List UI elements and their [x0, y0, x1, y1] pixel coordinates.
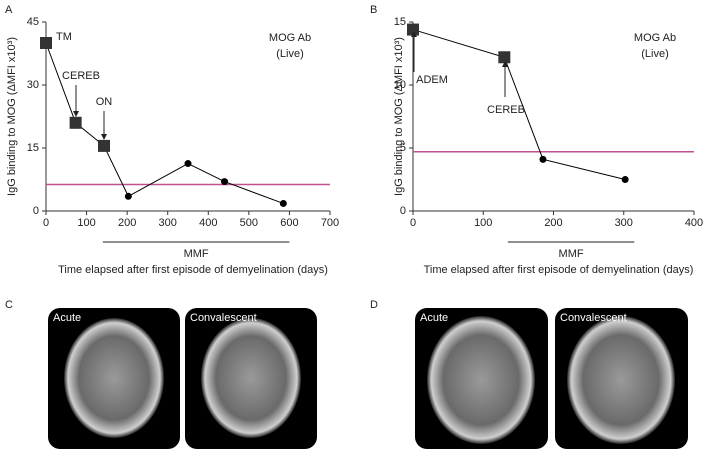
square-marker	[407, 23, 419, 36]
circle-marker	[539, 155, 547, 163]
mri-brain	[567, 316, 675, 444]
square-marker	[98, 139, 111, 152]
panel-label: C	[5, 299, 13, 311]
panel-label: A	[5, 4, 13, 16]
chart-label: MOG Ab	[269, 32, 311, 44]
annotation: ON	[96, 96, 113, 108]
y-tick-label: 0	[33, 205, 39, 217]
x-tick-label: 600	[280, 217, 298, 229]
y-tick-label: 0	[400, 205, 406, 217]
annotation: TM	[56, 31, 72, 43]
y-tick-label: 15	[394, 16, 406, 28]
x-tick-label: 400	[199, 217, 217, 229]
circle-marker	[621, 176, 629, 183]
x-tick-label: 100	[474, 217, 492, 229]
circle-marker	[279, 199, 287, 207]
treatment-label: MMF	[559, 248, 584, 260]
circle-marker	[221, 178, 229, 186]
mri-brain	[427, 316, 535, 444]
mri-brain	[201, 318, 301, 438]
annotation: CEREB	[62, 70, 100, 82]
image-caption: Acute	[53, 312, 81, 324]
mri-brain	[64, 318, 164, 438]
data-line	[412, 29, 626, 180]
x-tick-label: 200	[544, 217, 562, 229]
annotation: ADEM	[416, 74, 448, 86]
y-tick-label: 10	[394, 79, 406, 91]
x-axis-label: Time elapsed after first episode of demy…	[424, 264, 694, 276]
y-tick-label: 15	[27, 142, 39, 154]
y-tick-label: 45	[27, 16, 39, 28]
x-tick-label: 100	[77, 217, 95, 229]
chart-label: (Live)	[276, 48, 304, 60]
x-tick-label: 400	[685, 217, 703, 229]
x-tick-label: 500	[240, 217, 258, 229]
panel-label: D	[370, 299, 378, 311]
circle-marker	[124, 192, 132, 200]
chart-label: (Live)	[641, 48, 669, 60]
x-tick-label: 300	[159, 217, 177, 229]
image-caption: Convalescent	[560, 312, 627, 324]
image-caption: Acute	[420, 312, 448, 324]
circle-marker	[184, 160, 192, 168]
y-axis-label: IgG binding to MOG (ΔMFI x10³)	[393, 37, 405, 196]
x-tick-label: 0	[410, 217, 416, 229]
square-marker	[498, 51, 511, 64]
image-caption: Convalescent	[190, 312, 257, 324]
square-marker	[40, 37, 52, 49]
treatment-label: MMF	[184, 248, 209, 260]
y-tick-label: 30	[27, 79, 39, 91]
chart-label: MOG Ab	[634, 32, 676, 44]
y-axis-label: IgG binding to MOG (ΔMFI x10³)	[6, 37, 18, 196]
y-tick-label: 5	[400, 142, 406, 154]
panel-label: B	[370, 4, 377, 16]
x-axis-label: Time elapsed after first episode of demy…	[58, 264, 328, 276]
square-marker	[69, 116, 82, 129]
x-tick-label: 200	[118, 217, 136, 229]
x-tick-label: 700	[321, 217, 339, 229]
x-tick-label: 0	[43, 217, 49, 229]
mri-images	[48, 308, 688, 449]
x-tick-label: 300	[615, 217, 633, 229]
annotation: CEREB	[487, 104, 525, 116]
